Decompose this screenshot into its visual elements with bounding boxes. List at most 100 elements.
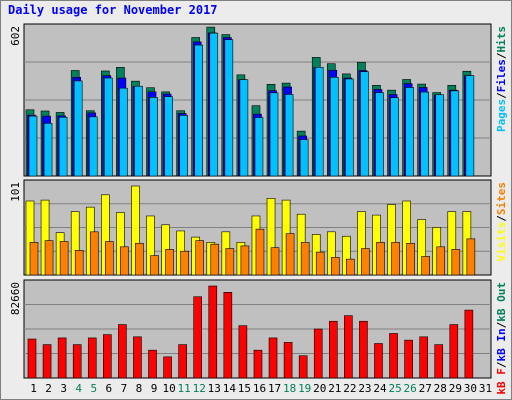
x-tick-label-25: 25 bbox=[388, 382, 401, 395]
bar-kbf-day-25 bbox=[389, 333, 398, 379]
x-tick-label-28: 28 bbox=[434, 382, 447, 395]
bar-sites-day-27 bbox=[421, 256, 430, 276]
x-tick-label-30: 30 bbox=[464, 382, 477, 395]
bar-sites-day-18 bbox=[285, 233, 295, 276]
bar-pages-day-1 bbox=[28, 115, 38, 177]
bar-sites-day-2 bbox=[44, 240, 54, 276]
x-tick-label-27: 27 bbox=[419, 382, 432, 395]
bar-sites-day-21 bbox=[330, 257, 340, 276]
legend-entry: Sites bbox=[495, 182, 508, 215]
bar-kbf-day-7 bbox=[118, 324, 127, 379]
x-tick-label-18: 18 bbox=[283, 382, 296, 395]
y-max-label: 101 bbox=[9, 182, 22, 202]
x-tick-label-2: 2 bbox=[45, 382, 52, 395]
legend-entry: Files bbox=[495, 59, 508, 92]
bar-pages-day-14 bbox=[224, 39, 234, 177]
bar-sites-day-8 bbox=[135, 242, 144, 276]
bar-pages-day-4 bbox=[73, 80, 83, 177]
bar-pages-day-2 bbox=[43, 123, 53, 177]
bar-pages-day-15 bbox=[239, 79, 249, 177]
x-tick-label-10: 10 bbox=[162, 382, 175, 395]
bar-sites-day-23 bbox=[361, 248, 370, 276]
bar-kbf-day-26 bbox=[404, 339, 413, 379]
right-legend: kB F/kB In/kB Out bbox=[495, 282, 508, 395]
x-tick-label-4: 4 bbox=[75, 382, 82, 395]
y-max-label: 82660 bbox=[9, 282, 22, 315]
bar-pages-day-27 bbox=[420, 91, 429, 177]
legend-entry: Visits bbox=[495, 222, 508, 262]
bar-pages-day-30 bbox=[465, 75, 475, 177]
bar-pages-day-10 bbox=[164, 96, 173, 177]
legend-entry: kB Out bbox=[495, 282, 508, 322]
y-max-label: 602 bbox=[9, 26, 22, 46]
bar-sites-day-19 bbox=[300, 242, 310, 276]
bar-sites-day-17 bbox=[270, 247, 280, 276]
bar-pages-day-28 bbox=[435, 94, 445, 177]
bar-pages-day-22 bbox=[345, 78, 354, 177]
bar-kbf-day-21 bbox=[328, 320, 338, 379]
bar-sites-day-26 bbox=[406, 242, 415, 276]
bar-kbf-day-15 bbox=[238, 325, 248, 379]
bar-pages-day-26 bbox=[405, 87, 414, 177]
bar-kbf-day-20 bbox=[313, 328, 323, 379]
chart-title: Daily usage for November 2017 bbox=[8, 3, 218, 17]
bar-pages-day-9 bbox=[149, 97, 158, 177]
bar-sites-day-20 bbox=[315, 251, 325, 276]
legend-entry: / bbox=[495, 361, 508, 368]
legend-entry: Pages bbox=[495, 99, 508, 132]
bar-pages-day-19 bbox=[299, 139, 309, 177]
bar-kbf-day-29 bbox=[449, 324, 459, 379]
bar-pages-day-7 bbox=[119, 87, 128, 177]
bar-kbf-day-1 bbox=[27, 338, 37, 379]
x-tick-label-6: 6 bbox=[106, 382, 113, 395]
bar-kbf-day-10 bbox=[163, 356, 172, 379]
bar-sites-day-25 bbox=[391, 242, 400, 276]
bar-kbf-day-16 bbox=[253, 349, 263, 379]
bar-sites-day-15 bbox=[240, 245, 250, 276]
bar-kbf-day-13 bbox=[208, 285, 218, 379]
x-tick-label-11: 11 bbox=[178, 382, 191, 395]
bar-pages-day-17 bbox=[269, 92, 279, 177]
x-tick-label-3: 3 bbox=[60, 382, 67, 395]
bar-kbf-day-23 bbox=[359, 320, 368, 379]
bar-pages-day-18 bbox=[284, 94, 294, 177]
bar-sites-day-16 bbox=[255, 228, 265, 276]
x-tick-label-20: 20 bbox=[313, 382, 326, 395]
bar-sites-day-6 bbox=[105, 241, 114, 276]
bar-sites-day-14 bbox=[225, 248, 235, 276]
bar-kbf-day-27 bbox=[419, 336, 428, 379]
bar-sites-day-1 bbox=[29, 242, 39, 276]
bar-pages-day-6 bbox=[104, 77, 113, 177]
right-legend: Pages/Files/Hits bbox=[495, 26, 508, 132]
bar-kbf-day-11 bbox=[178, 344, 187, 379]
x-tick-label-8: 8 bbox=[136, 382, 143, 395]
bar-pages-day-13 bbox=[209, 32, 219, 177]
bar-sites-day-28 bbox=[436, 246, 446, 276]
bar-kbf-day-8 bbox=[133, 336, 142, 379]
bar-kbf-day-30 bbox=[464, 309, 474, 379]
x-tick-label-5: 5 bbox=[90, 382, 97, 395]
x-tick-label-29: 29 bbox=[449, 382, 462, 395]
bar-kbf-day-5 bbox=[87, 337, 97, 379]
bar-pages-day-11 bbox=[179, 115, 188, 177]
x-tick-label-17: 17 bbox=[268, 382, 281, 395]
bar-pages-day-29 bbox=[450, 90, 460, 177]
bar-sites-day-30 bbox=[466, 238, 476, 276]
x-tick-label-26: 26 bbox=[404, 382, 417, 395]
bar-kbf-day-12 bbox=[193, 296, 203, 379]
bar-pages-day-16 bbox=[254, 117, 264, 177]
bar-pages-day-21 bbox=[329, 76, 339, 177]
bar-pages-day-24 bbox=[375, 92, 384, 177]
legend-entry: / bbox=[495, 92, 508, 99]
x-tick-label-1: 1 bbox=[30, 382, 37, 395]
x-tick-label-24: 24 bbox=[373, 382, 387, 395]
legend-entry: / bbox=[495, 52, 508, 59]
x-tick-label-7: 7 bbox=[121, 382, 128, 395]
bar-kbf-day-24 bbox=[374, 343, 383, 379]
bar-sites-day-13 bbox=[210, 243, 220, 276]
bar-sites-day-4 bbox=[74, 250, 84, 276]
bar-kbf-day-4 bbox=[72, 344, 82, 379]
bar-kbf-day-18 bbox=[283, 342, 293, 379]
legend-entry: Hits bbox=[495, 26, 508, 53]
x-tick-label-9: 9 bbox=[151, 382, 158, 395]
